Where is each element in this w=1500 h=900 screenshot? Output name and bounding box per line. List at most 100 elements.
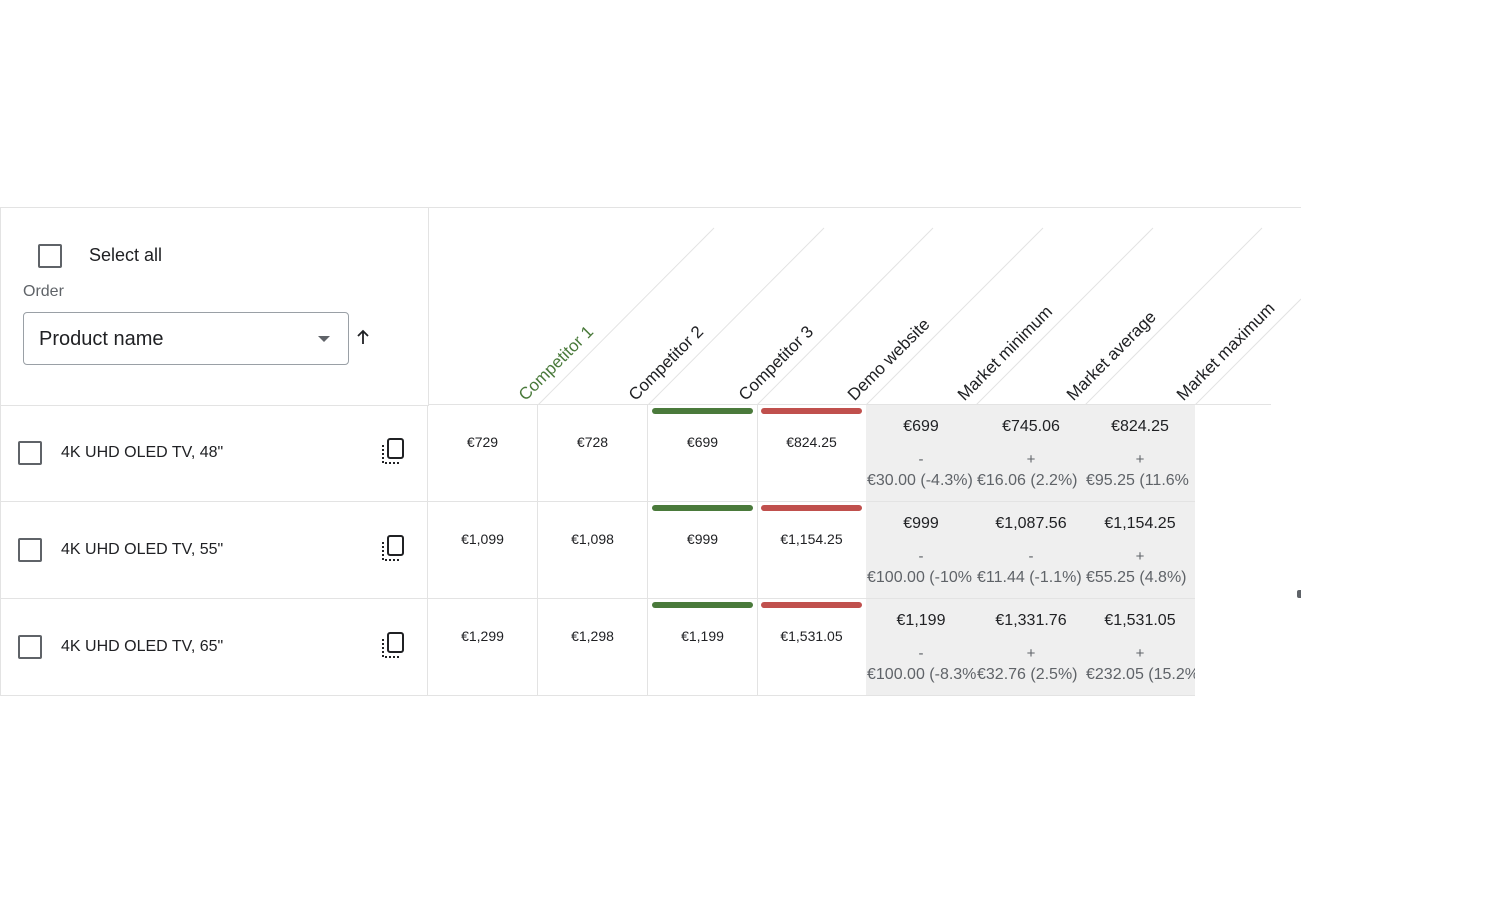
highest-price-bar — [761, 505, 862, 511]
market-value: €824.25 — [1111, 418, 1169, 435]
chevron-down-icon — [318, 336, 330, 342]
price-value: €1,531.05 — [780, 628, 843, 644]
scroll-indicator[interactable] — [1297, 590, 1301, 598]
price-value: €1,199 — [681, 628, 724, 644]
price-value: €1,298 — [571, 628, 614, 644]
copy-icon[interactable] — [380, 534, 406, 564]
market-maximum-cell: €1,154.25 + €55.25 (4.8%) — [1085, 502, 1195, 599]
market-diff: €32.76 (2.5%) — [977, 666, 1078, 683]
price-value: €729 — [466, 434, 499, 450]
lowest-price-bar — [652, 408, 753, 414]
price-value: €699 — [686, 434, 719, 450]
order-select-value: Product name — [39, 328, 164, 350]
header-divider — [647, 227, 825, 405]
table-row: 4K UHD OLED TV, 48" €729 €728 €699 €824.… — [1, 405, 1195, 502]
table-controls: Select all Order Product name — [1, 208, 429, 406]
market-sign: - — [918, 548, 924, 565]
price-value: €1,099 — [461, 531, 504, 547]
market-diff: €11.44 (-1.1%) — [977, 569, 1082, 586]
market-diff: €16.06 (2.2%) — [977, 472, 1078, 489]
market-diff: €30.00 (-4.3%) — [867, 472, 973, 489]
order-select[interactable]: Product name — [23, 312, 349, 365]
header-divider — [1194, 298, 1301, 405]
market-sign: + — [1026, 645, 1036, 662]
copy-icon[interactable] — [380, 631, 406, 661]
product-cell: 4K UHD OLED TV, 55" — [1, 502, 428, 599]
row-checkbox[interactable] — [18, 538, 42, 562]
header-divider — [429, 404, 1271, 405]
price-cell: €1,299 — [428, 599, 538, 696]
market-sign: + — [1135, 451, 1145, 468]
market-sign: + — [1135, 645, 1145, 662]
market-value: €1,087.56 — [995, 515, 1067, 532]
market-minimum-cell: €1,199 - €100.00 (-8.3% — [866, 599, 976, 696]
product-name: 4K UHD OLED TV, 55" — [61, 541, 224, 558]
price-cell: €1,099 — [428, 502, 538, 599]
select-all-checkbox[interactable] — [38, 244, 62, 268]
market-minimum-cell: €999 - €100.00 (-10% — [866, 502, 976, 599]
product-name: 4K UHD OLED TV, 48" — [61, 444, 224, 461]
price-cell: €1,199 — [648, 599, 758, 696]
market-diff: €232.05 (15.2% — [1086, 666, 1195, 683]
product-name: 4K UHD OLED TV, 65" — [61, 638, 224, 655]
price-value: €1,154.25 — [780, 531, 843, 547]
price-cell: €1,531.05 — [757, 599, 867, 696]
price-value: €728 — [576, 434, 609, 450]
price-comparison-table: Select all Order Product name Competitor… — [0, 207, 1301, 696]
header-divider — [975, 227, 1154, 405]
market-value: €745.06 — [1002, 418, 1060, 435]
header-divider — [865, 227, 1044, 405]
price-value: €824.25 — [786, 434, 837, 450]
market-sign: + — [1135, 548, 1145, 565]
arrow-up-icon[interactable] — [353, 327, 373, 347]
select-all-label[interactable]: Select all — [89, 245, 163, 265]
header-divider-lines — [537, 227, 1301, 405]
lowest-price-bar — [652, 505, 753, 511]
market-diff: €100.00 (-10% — [867, 569, 972, 586]
market-average-cell: €745.06 + €16.06 (2.2%) — [976, 405, 1086, 502]
order-label: Order — [23, 283, 64, 300]
price-cell: €1,098 — [538, 502, 648, 599]
price-cell: €1,298 — [538, 599, 648, 696]
market-maximum-cell: €1,531.05 + €232.05 (15.2% — [1085, 599, 1195, 696]
market-diff: €100.00 (-8.3% — [867, 666, 976, 683]
product-cell: 4K UHD OLED TV, 65" — [1, 599, 428, 696]
highest-price-bar — [761, 408, 862, 414]
row-checkbox[interactable] — [18, 441, 42, 465]
market-sign: - — [918, 645, 924, 662]
market-value: €1,154.25 — [1104, 515, 1176, 532]
price-cell: €728 — [538, 405, 648, 502]
market-diff: €95.25 (11.6% — [1086, 472, 1189, 489]
market-sign: + — [1026, 451, 1036, 468]
copy-icon[interactable] — [380, 437, 406, 467]
highest-price-bar — [761, 602, 862, 608]
price-value: €1,098 — [571, 531, 614, 547]
price-cell: €824.25 — [757, 405, 867, 502]
market-value: €699 — [903, 418, 939, 435]
market-value: €1,531.05 — [1104, 612, 1176, 629]
row-checkbox[interactable] — [18, 635, 42, 659]
market-average-cell: €1,087.56 - €11.44 (-1.1%) — [976, 502, 1086, 599]
market-maximum-cell: €824.25 + €95.25 (11.6% — [1085, 405, 1195, 502]
price-cell: €999 — [648, 502, 758, 599]
market-value: €1,331.76 — [995, 612, 1067, 629]
market-sign: - — [1028, 548, 1034, 565]
price-value: €999 — [686, 531, 719, 547]
market-value: €1,199 — [896, 612, 946, 629]
header-divider — [537, 227, 715, 405]
market-diff: €55.25 (4.8%) — [1086, 569, 1187, 586]
header-divider — [756, 227, 934, 405]
column-headers: Competitor 1 Competitor 2 Competitor 3 D… — [429, 208, 1301, 405]
table-row: 4K UHD OLED TV, 65" €1,299 €1,298 €1,199… — [1, 599, 1195, 696]
product-cell: 4K UHD OLED TV, 48" — [1, 405, 428, 502]
header-divider — [1084, 227, 1263, 405]
lowest-price-bar — [652, 602, 753, 608]
table-row: 4K UHD OLED TV, 55" €1,099 €1,098 €999 €… — [1, 502, 1195, 599]
price-cell: €1,154.25 — [757, 502, 867, 599]
market-average-cell: €1,331.76 + €32.76 (2.5%) — [976, 599, 1086, 696]
market-value: €999 — [903, 515, 939, 532]
price-cell: €729 — [428, 405, 538, 502]
price-value: €1,299 — [461, 628, 504, 644]
market-sign: - — [918, 451, 924, 468]
market-minimum-cell: €699 - €30.00 (-4.3%) — [866, 405, 976, 502]
